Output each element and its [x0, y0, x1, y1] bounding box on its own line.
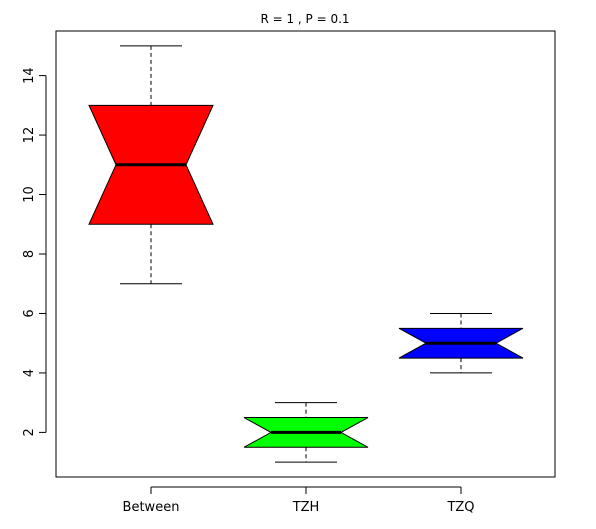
- y-tick-label: 4: [22, 369, 37, 377]
- plot-frame: [55, 30, 556, 478]
- chart-title: R = 1 , P = 0.1: [260, 12, 349, 26]
- y-tick-label: 8: [22, 250, 37, 258]
- y-tick-label: 14: [22, 67, 37, 84]
- y-tick-label: 6: [22, 309, 37, 317]
- x-tick-label: TZQ: [446, 500, 474, 515]
- box-tzq: [398, 312, 524, 374]
- y-tick-label: 2: [22, 428, 37, 436]
- x-tick-label: TZH: [292, 500, 320, 515]
- y-tick-label: 12: [22, 127, 37, 144]
- x-axis: Between TZH TZQ: [123, 486, 475, 515]
- y-axis: 2 4 6 8 10 12 14: [22, 67, 47, 437]
- boxes: [88, 45, 524, 463]
- box-tzh: [243, 402, 369, 463]
- box-between: [88, 45, 214, 285]
- x-tick-label: Between: [123, 500, 180, 515]
- y-tick-label: 10: [22, 186, 37, 203]
